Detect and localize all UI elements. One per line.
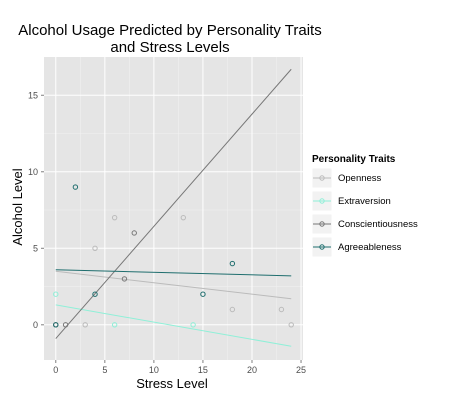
legend-label-agreeableness: Agreeableness [338,242,402,253]
y-tick-label: 10 [28,167,38,177]
x-tick-label: 10 [149,365,159,375]
legend-title: Personality Traits [312,154,396,165]
plot-panel [44,57,303,360]
legend-label-conscientiousness: Conscientiousness [338,219,418,230]
chart-title-line-1: Alcohol Usage Predicted by Personality T… [18,22,321,39]
x-tick-label: 0 [53,365,58,375]
legend-label-extraversion: Extraversion [338,196,391,207]
legend-items: Openness Extraversion Conscientiousness Agr… [312,168,418,257]
y-tick-label: 15 [28,90,38,100]
x-tick-label: 5 [102,365,107,375]
x-tick-label: 15 [198,365,208,375]
y-tick-label: 0 [33,320,38,330]
legend: Personality Traits Openness Extraversion C… [312,154,418,257]
x-axis-label: Stress Level [136,376,208,391]
y-axis-label: Alcohol Level [10,168,25,245]
chart-title-line-2: and Stress Levels [110,39,229,56]
y-tick-label: 5 [33,243,38,253]
y-axis: 0 5 10 15 [28,90,44,330]
legend-label-openness: Openness [338,173,382,184]
x-tick-label: 25 [296,365,306,375]
x-axis: 0 5 10 15 20 25 [53,360,306,375]
x-tick-label: 20 [247,365,257,375]
